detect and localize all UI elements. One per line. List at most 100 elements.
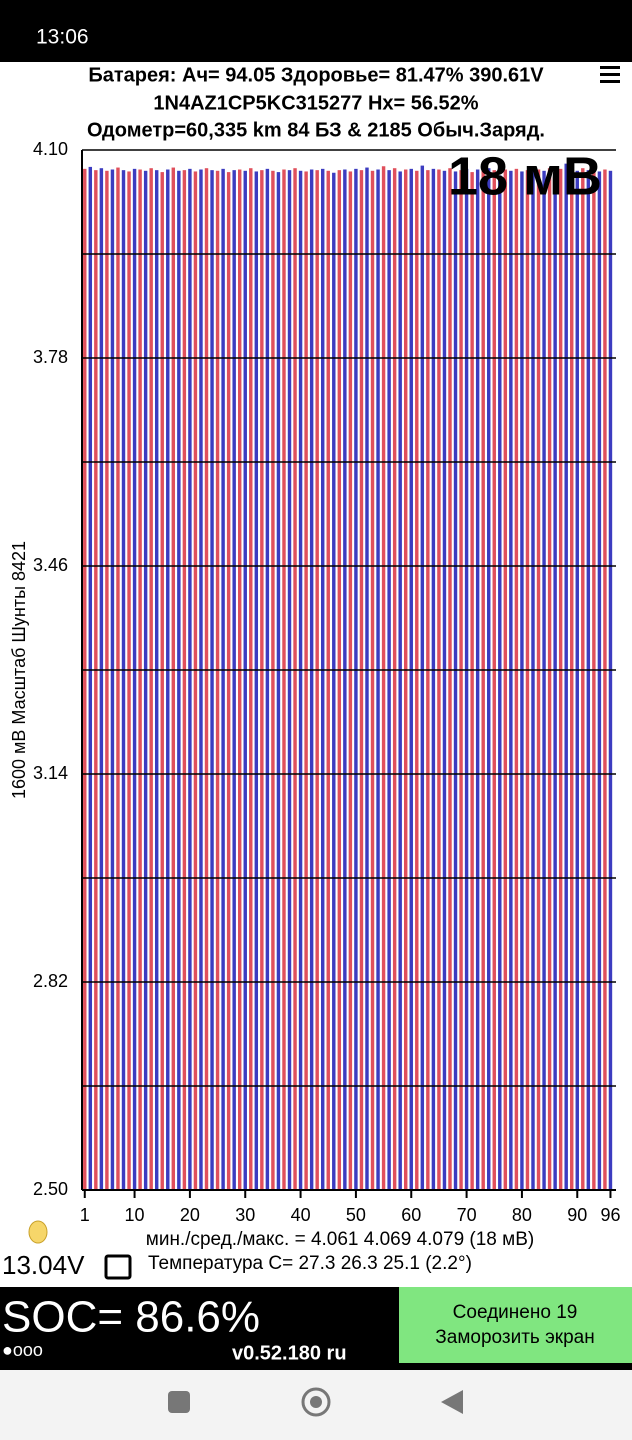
bar [232,170,236,1190]
y-tick-label: 3.14 [33,763,68,783]
stats: мин./сред./макс. = 4.061 4.069 4.079 (18… [146,1229,534,1250]
bar [481,170,485,1191]
bar [459,170,463,1190]
x-tick-label: 30 [235,1205,255,1225]
nav-home[interactable] [301,1387,331,1417]
bar [332,172,336,1190]
nav-back[interactable] [441,1390,463,1414]
bar [475,169,480,1190]
bar [520,171,524,1190]
bulb-icon[interactable] [28,1220,48,1244]
bar [370,170,375,1191]
bar [160,172,164,1191]
bar [309,169,314,1190]
bar [271,170,275,1191]
bar [365,167,369,1191]
clock: 13:06 [36,26,89,49]
bar [154,170,159,1190]
bar [215,170,220,1191]
bar [177,170,181,1191]
nav-recent[interactable] [168,1391,190,1413]
bar [409,168,413,1191]
button-text: Соединено 19 [453,1302,578,1323]
bar [127,171,131,1190]
x-tick-label: 96 [600,1205,620,1225]
bar [315,170,319,1190]
bar [536,169,541,1190]
bar [558,168,563,1191]
bar [608,170,613,1191]
annotation: 18 мВ [448,146,602,206]
bar [392,168,397,1190]
x-tick-label: 40 [291,1205,311,1225]
dots: ●ooo [2,1340,43,1360]
header-line: Одометр=60,335 km 84 БЗ & 2185 Обыч.Заря… [87,119,545,141]
bar [575,170,579,1191]
bar [276,172,281,1191]
menu-icon [600,80,620,83]
bar [597,171,602,1190]
bar [99,168,104,1190]
header-line: 1N4AZ1CP5KC315277 Hx= 56.52% [153,92,478,114]
bar [570,169,574,1190]
bar [453,171,458,1190]
menu-icon[interactable] [600,66,620,69]
bar [116,167,120,1191]
bar [293,168,297,1190]
bar [243,170,247,1191]
bar [282,169,286,1190]
bar [415,170,419,1191]
bar [287,170,292,1190]
bar [121,170,126,1190]
bar [359,170,364,1190]
bar [249,168,253,1190]
bar [226,172,231,1191]
bar [320,168,325,1191]
bar [487,168,491,1190]
y-tick-label: 3.78 [33,347,68,367]
bar [420,165,425,1191]
bar [464,168,469,1191]
x-tick-label: 1 [80,1205,90,1225]
bar [404,169,408,1190]
x-tick-label: 60 [401,1205,421,1225]
soc: SOC= 86.6% [2,1293,260,1342]
bar [376,169,380,1190]
bar [531,166,535,1190]
version: v0.52.180 ru [232,1342,347,1364]
y-tick-label: 2.82 [33,971,68,991]
bar [143,170,148,1191]
bar [426,170,430,1190]
bar [105,170,109,1191]
bar [193,171,198,1190]
x-tick-label: 20 [180,1205,200,1225]
bar [337,170,342,1190]
calendar-icon[interactable] [104,1254,132,1280]
bar [182,170,187,1190]
freeze-button[interactable] [399,1287,632,1363]
x-tick-label: 10 [125,1205,145,1225]
bar [265,168,270,1191]
bar [603,169,607,1190]
bar [525,170,530,1190]
x-tick-label: 80 [512,1205,532,1225]
bar [448,168,452,1190]
y-tick-label: 3.46 [33,555,68,575]
bar [204,168,209,1190]
bar [221,168,225,1191]
bar [166,169,170,1190]
bar [542,170,546,1191]
header-line: Батарея: Ач= 94.05 Здоровье= 81.47% 390.… [88,64,544,86]
bar [509,170,513,1191]
button-text: Заморозить экран [435,1327,594,1348]
bar [592,168,596,1191]
bar [553,170,557,1190]
bar [132,168,137,1191]
x-tick-label: 90 [567,1205,587,1225]
menu-icon [600,73,620,76]
y-axis-label: 1600 мВ Масштаб Шунты 8421 [9,541,29,799]
bar [237,169,242,1190]
